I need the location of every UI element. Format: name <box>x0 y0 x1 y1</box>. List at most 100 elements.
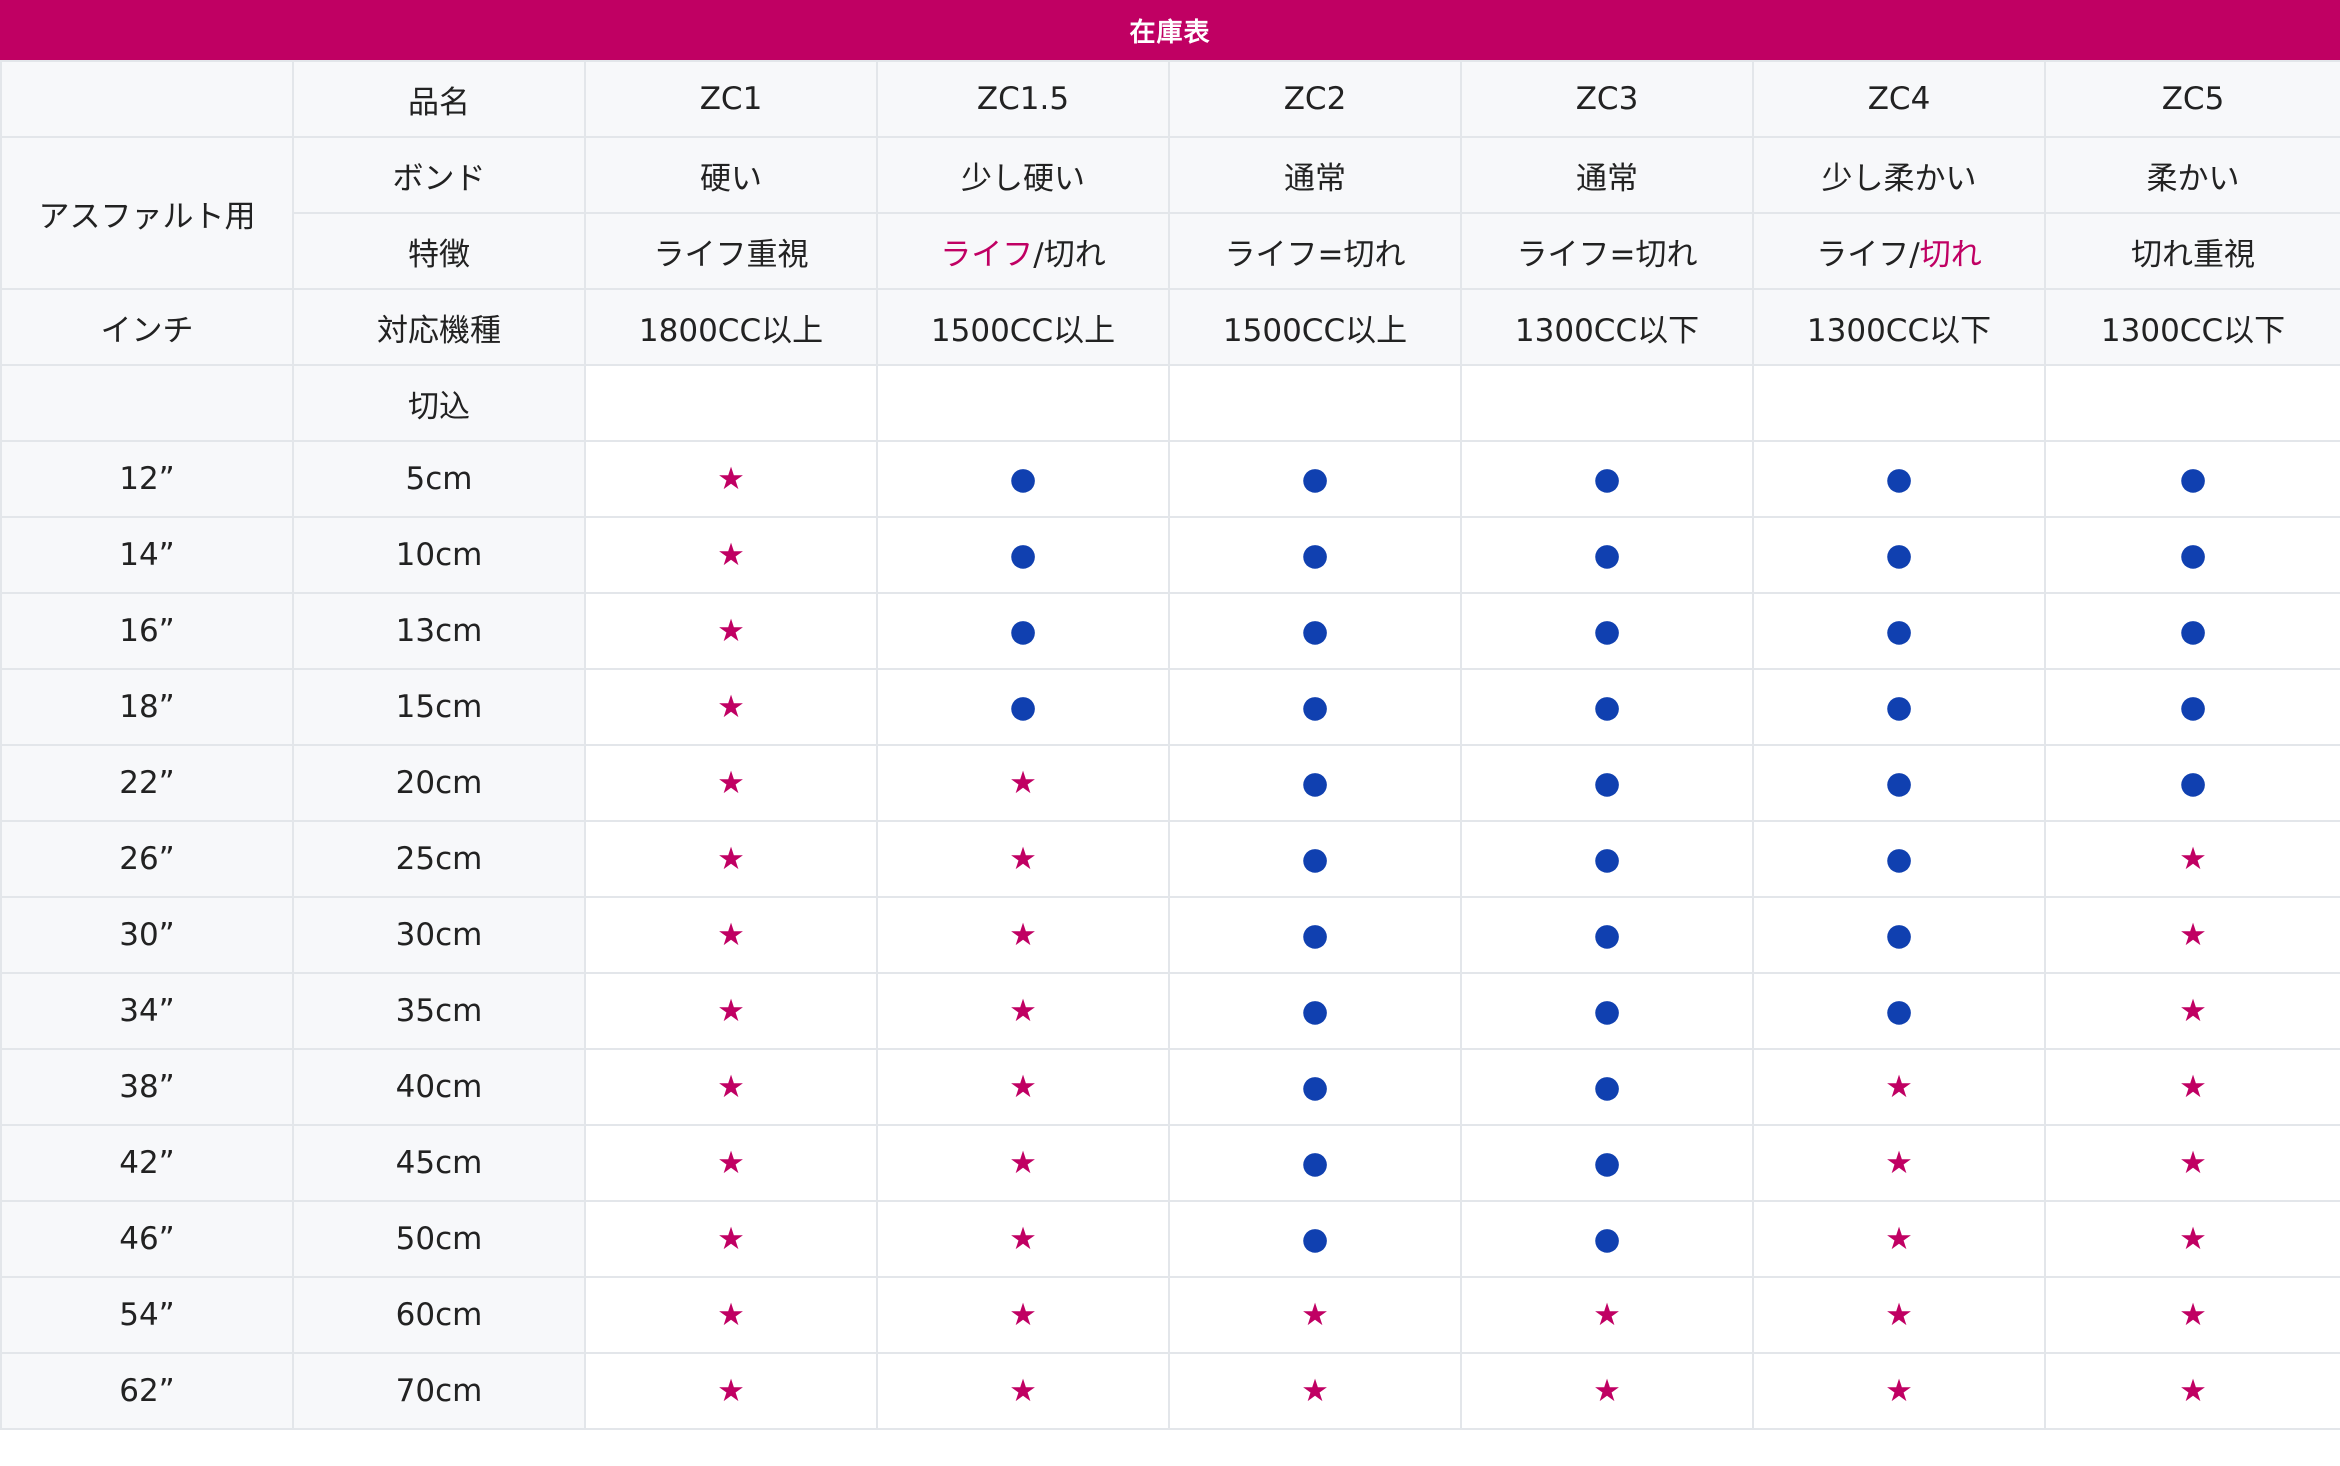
star-icon: ★ <box>2179 992 2207 1029</box>
stock-cell: ★ <box>2044 972 2340 1050</box>
stock-cell: ★ <box>584 1200 878 1278</box>
table-row: 18” 15cm ★ ● ● ● ● ● <box>0 668 2340 746</box>
inch-size-cell: 14” <box>0 516 294 594</box>
stock-cell: ● <box>1460 744 1754 822</box>
blank-cell <box>1460 364 1754 442</box>
stock-cell: ★ <box>584 440 878 518</box>
cut-depth-cell: 5cm <box>292 440 586 518</box>
inch-blank-cell <box>0 364 294 442</box>
stock-cell: ★ <box>584 972 878 1050</box>
stock-cell: ★ <box>584 1352 878 1430</box>
stock-cell: ★ <box>584 668 878 746</box>
stock-cell: ★ <box>2044 1124 2340 1202</box>
stock-cell: ● <box>1752 820 2046 898</box>
stock-cell: ★ <box>876 1352 1170 1430</box>
product-name-cell: ZC5 <box>2044 60 2340 138</box>
stock-cell: ★ <box>584 820 878 898</box>
product-name-label: 品名 <box>292 60 586 138</box>
bond-cell: 少し柔かい <box>1752 136 2046 214</box>
cut-depth-cell: 20cm <box>292 744 586 822</box>
stock-cell: ● <box>1752 896 2046 974</box>
star-icon: ★ <box>717 992 745 1029</box>
stock-cell: ● <box>1752 440 2046 518</box>
machine-cell: 1300CC以下 <box>1460 288 1754 366</box>
dot-icon: ● <box>1301 916 1329 953</box>
product-name-cell: ZC2 <box>1168 60 1462 138</box>
star-icon: ★ <box>1009 764 1037 801</box>
stock-cell: ● <box>2044 592 2340 670</box>
star-icon: ★ <box>1593 1372 1621 1409</box>
stock-cell: ★ <box>1752 1048 2046 1126</box>
stock-cell: ● <box>1752 744 2046 822</box>
feature-part-a: ライフ <box>940 236 1034 273</box>
feature-separator: / <box>1909 236 1920 273</box>
table-row: 22” 20cm ★ ★ ● ● ● ● <box>0 744 2340 822</box>
dot-icon: ● <box>1009 460 1037 497</box>
cut-depth-cell: 50cm <box>292 1200 586 1278</box>
feature-separator: = <box>1609 236 1636 273</box>
dot-icon: ● <box>1593 764 1621 801</box>
dot-icon: ● <box>2179 688 2207 725</box>
stock-cell: ★ <box>584 896 878 974</box>
stock-cell: ● <box>1460 896 1754 974</box>
stock-cell: ★ <box>1752 1200 2046 1278</box>
feature-part-b: 切れ <box>1043 236 1106 273</box>
feature-cell: ライフ重視 <box>584 212 878 290</box>
inch-size-cell: 22” <box>0 744 294 822</box>
stock-cell: ● <box>1168 440 1462 518</box>
bond-cell: 通常 <box>1168 136 1462 214</box>
stock-cell: ● <box>2044 744 2340 822</box>
dot-icon: ● <box>1885 688 1913 725</box>
blank-cell <box>1752 364 2046 442</box>
dot-icon: ● <box>1301 536 1329 573</box>
dot-icon: ● <box>2179 764 2207 801</box>
stock-cell: ● <box>1168 1048 1462 1126</box>
stock-cell: ● <box>1752 592 2046 670</box>
stock-cell: ★ <box>1168 1276 1462 1354</box>
table-row: 16” 13cm ★ ● ● ● ● ● <box>0 592 2340 670</box>
dot-icon: ● <box>2179 536 2207 573</box>
stock-cell: ● <box>2044 516 2340 594</box>
star-icon: ★ <box>717 688 745 725</box>
feature-part-a: ライフ <box>1816 236 1910 273</box>
dot-icon: ● <box>1593 916 1621 953</box>
cut-depth-cell: 25cm <box>292 820 586 898</box>
blank-cell <box>584 364 878 442</box>
header-row-feature: 特徴 ライフ重視 ライフ/切れ ライフ=切れ ライフ=切れ ライフ/切れ 切れ重… <box>1 212 2340 290</box>
dot-icon: ● <box>1301 992 1329 1029</box>
dot-icon: ● <box>1593 460 1621 497</box>
stock-cell: ● <box>876 516 1170 594</box>
asphalt-group-label: アスファルト用 <box>0 136 294 290</box>
machine-cell: 1500CC以上 <box>1168 288 1462 366</box>
feature-label: 特徴 <box>292 212 586 290</box>
dot-icon: ● <box>1593 536 1621 573</box>
stock-cell: ★ <box>584 744 878 822</box>
bond-cell: 少し硬い <box>876 136 1170 214</box>
dot-icon: ● <box>1301 1068 1329 1105</box>
table-row: 14” 10cm ★ ● ● ● ● ● <box>0 516 2340 594</box>
header-row-bond: アスファルト用 ボンド 硬い 少し硬い 通常 通常 少し柔かい 柔かい <box>0 136 2340 290</box>
star-icon: ★ <box>2179 1220 2207 1257</box>
feature-part-a: ライフ重視 <box>653 236 809 273</box>
bond-cell: 硬い <box>584 136 878 214</box>
stock-cell: ● <box>1168 592 1462 670</box>
dot-icon: ● <box>1885 460 1913 497</box>
header-row-product: 品名 ZC1 ZC1.5 ZC2 ZC3 ZC4 ZC5 <box>0 60 2340 138</box>
stock-table: 品名 ZC1 ZC1.5 ZC2 ZC3 ZC4 ZC5 アスファルト用 ボンド… <box>0 60 2340 1430</box>
stock-cell: ● <box>876 592 1170 670</box>
dot-icon: ● <box>2179 612 2207 649</box>
machine-label: 対応機種 <box>292 288 586 366</box>
cut-depth-cell: 45cm <box>292 1124 586 1202</box>
stock-cell: ● <box>1460 820 1754 898</box>
cut-depth-cell: 60cm <box>292 1276 586 1354</box>
stock-cell: ● <box>876 668 1170 746</box>
stock-cell: ● <box>2044 440 2340 518</box>
dot-icon: ● <box>1885 840 1913 877</box>
feature-part-a: ライフ <box>1224 236 1318 273</box>
feature-cell: ライフ/切れ <box>876 212 1170 290</box>
machine-cell: 1300CC以下 <box>2044 288 2340 366</box>
stock-cell: ● <box>1168 516 1462 594</box>
feature-cell: ライフ=切れ <box>1460 212 1754 290</box>
inch-size-cell: 30” <box>0 896 294 974</box>
